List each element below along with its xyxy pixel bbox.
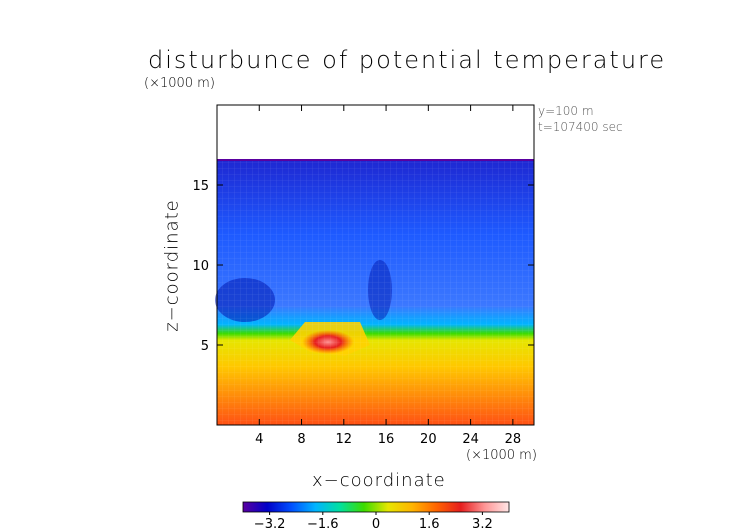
colorbar-tick-label: 0 [372,517,380,532]
x-tick-label: 12 [336,432,353,447]
colorbar-tick-label: −3.2 [254,517,286,532]
x-tick-label: 4 [255,432,263,447]
x-tick-label: 8 [297,432,305,447]
x-tick-label: 16 [378,432,395,447]
heatmap-field [215,105,534,425]
colorbar-tick-label: −1.6 [307,517,339,532]
x-tick-label: 28 [505,432,522,447]
x-tick-label: 24 [462,432,479,447]
x-unit-label: (×1000 m) [466,448,537,463]
x-axis: 4 8 12 16 20 24 28 [255,105,521,447]
colorbar-tick-label: 1.6 [419,517,440,532]
z-unit-label: (×1000 m) [144,76,215,91]
z-axis-title: z−coordinate [161,199,183,332]
colorbar-bar [242,501,510,513]
model-top-blank [217,105,534,161]
field-texture [217,160,534,425]
z-tick-label: 10 [192,259,209,274]
z-tick-label: 5 [201,339,209,354]
annotation-y: y=100 m [538,104,594,118]
annotation-t: t=107400 sec [538,120,623,134]
colorbar: −3.2 −1.6 0 1.6 3.2 [242,501,510,532]
chart-title: disturbunce of potential temperature [148,46,667,74]
colorbar-tick-label: 3.2 [472,517,493,532]
x-axis-title: x−coordinate [312,470,446,491]
x-tick-label: 20 [420,432,437,447]
z-axis: 5 10 15 [192,179,534,354]
z-tick-label: 15 [192,179,209,194]
